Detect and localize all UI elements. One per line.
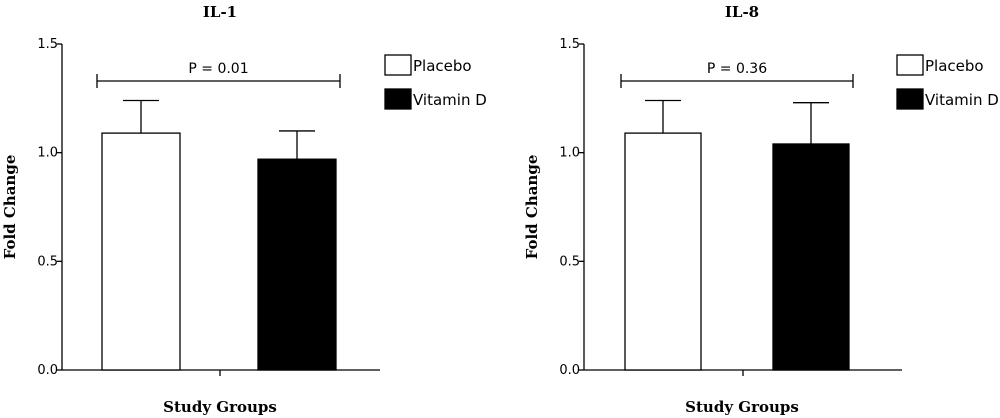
y-tick-label: 0.5 <box>559 254 580 269</box>
chart-panel-il8: IL-8 0.0 0.5 1.0 1.5 Fold Change Study Groups P… <box>523 3 999 416</box>
bar-vitamin-d <box>257 158 337 371</box>
legend-swatch-vitamin-d <box>896 88 924 110</box>
y-axis-label: Fold Change <box>523 155 541 260</box>
y-tick-label: 1.0 <box>559 146 580 161</box>
y-tick-label: 1.5 <box>37 37 58 52</box>
y-tick-label: 1.0 <box>37 146 58 161</box>
x-axis-label: Study Groups <box>685 398 799 416</box>
p-value-annotation: P = 0.36 <box>707 61 767 77</box>
y-axis-label: Fold Change <box>1 155 19 260</box>
bar-placebo <box>101 132 181 371</box>
chart-title: IL-8 <box>725 3 759 21</box>
y-tick-label: 1.5 <box>559 37 580 52</box>
legend-label-placebo: Placebo <box>413 57 472 75</box>
chart-title: IL-1 <box>203 3 237 21</box>
x-axis-label: Study Groups <box>163 398 277 416</box>
legend-label-vitamin-d: Vitamin D <box>413 91 487 109</box>
y-tick-label: 0.0 <box>559 363 580 378</box>
legend-swatch-placebo <box>896 54 924 76</box>
p-value-annotation: P = 0.01 <box>188 61 248 77</box>
y-tick-label: 0.0 <box>37 363 58 378</box>
bar-vitamin-d <box>772 143 850 371</box>
chart-panel-il1: IL-1 0.0 0.5 1.0 1.5 Fold Change Study Groups P… <box>1 3 487 416</box>
legend-swatch-placebo <box>384 54 412 76</box>
legend-label-placebo: Placebo <box>925 57 984 75</box>
legend-swatch-vitamin-d <box>384 88 412 110</box>
y-tick-label: 0.5 <box>37 254 58 269</box>
legend-label-vitamin-d: Vitamin D <box>925 91 999 109</box>
bar-placebo <box>624 132 702 371</box>
